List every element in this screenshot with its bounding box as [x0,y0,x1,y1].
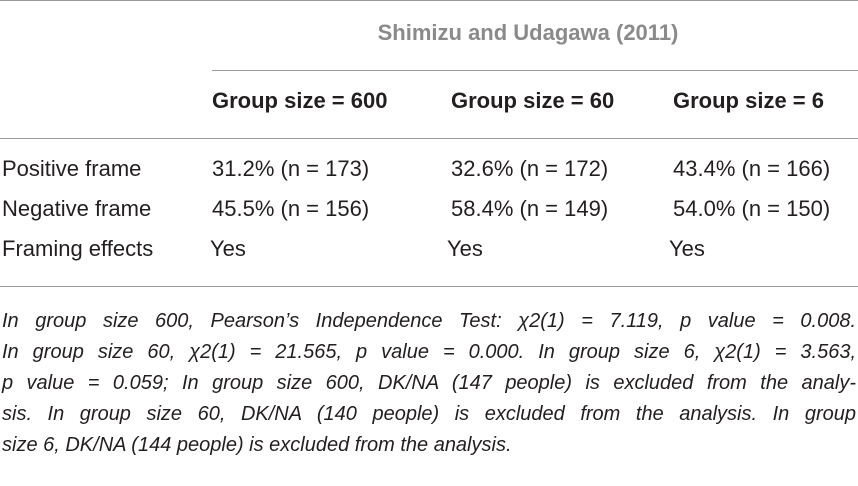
study-header: Shimizu and Udagawa (2011) [377,20,679,45]
column-header-600: Group size = 600 [212,88,388,113]
table-cell: 58.4% (n = 149) [451,196,609,221]
top-rule [0,0,858,1]
row-label-negative: Negative frame [2,196,152,221]
table-cell: Yes [210,236,246,261]
column-header-6: Group size = 6 [673,88,824,113]
table-cell: Yes [447,236,483,261]
footnote-line: In group size 60, χ2(1) = 21.565, p valu… [2,341,856,363]
table-cell: 43.4% (n = 166) [673,156,831,181]
row-label-positive: Positive frame [2,156,142,181]
footnote-line: size 6, DK/NA (144 people) is excluded f… [2,434,512,456]
bottom-rule [0,286,858,287]
table-cell: 31.2% (n = 173) [212,156,370,181]
header-underline [212,70,858,71]
header-rule [0,138,858,139]
table-cell: Yes [669,236,705,261]
table-cell: 45.5% (n = 156) [212,196,370,221]
footnote-line: p value = 0.059; In group size 600, DK/N… [2,372,856,394]
footnote-line: In group size 600, Pearson’s Independenc… [2,310,856,332]
row-label-framing: Framing effects [2,236,154,261]
footnote-line: sis. In group size 60, DK/NA (140 people… [2,403,856,425]
table-cell: 32.6% (n = 172) [451,156,609,181]
table-cell: 54.0% (n = 150) [673,196,831,221]
column-header-60: Group size = 60 [451,88,615,113]
table-footnote: In group size 600, Pearson’s Independenc… [2,306,856,461]
